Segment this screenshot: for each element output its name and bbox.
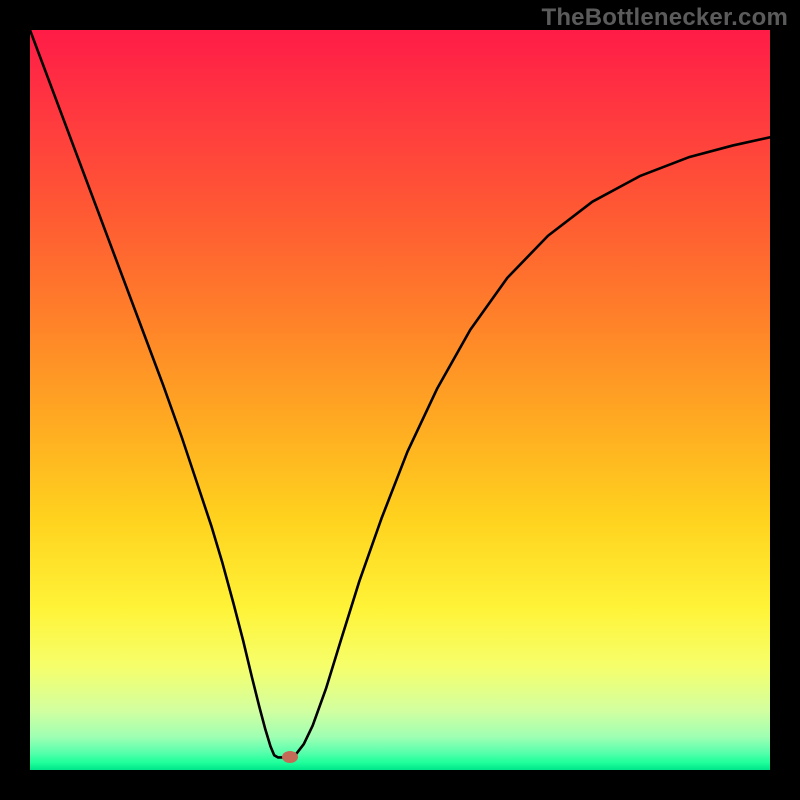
bottleneck-curve-line — [30, 30, 770, 770]
optimal-point-marker — [282, 751, 298, 763]
plot-area — [30, 30, 770, 770]
curve-path — [30, 30, 770, 757]
watermark-text: TheBottlenecker.com — [541, 4, 788, 32]
chart-frame: TheBottlenecker.com — [0, 0, 800, 800]
